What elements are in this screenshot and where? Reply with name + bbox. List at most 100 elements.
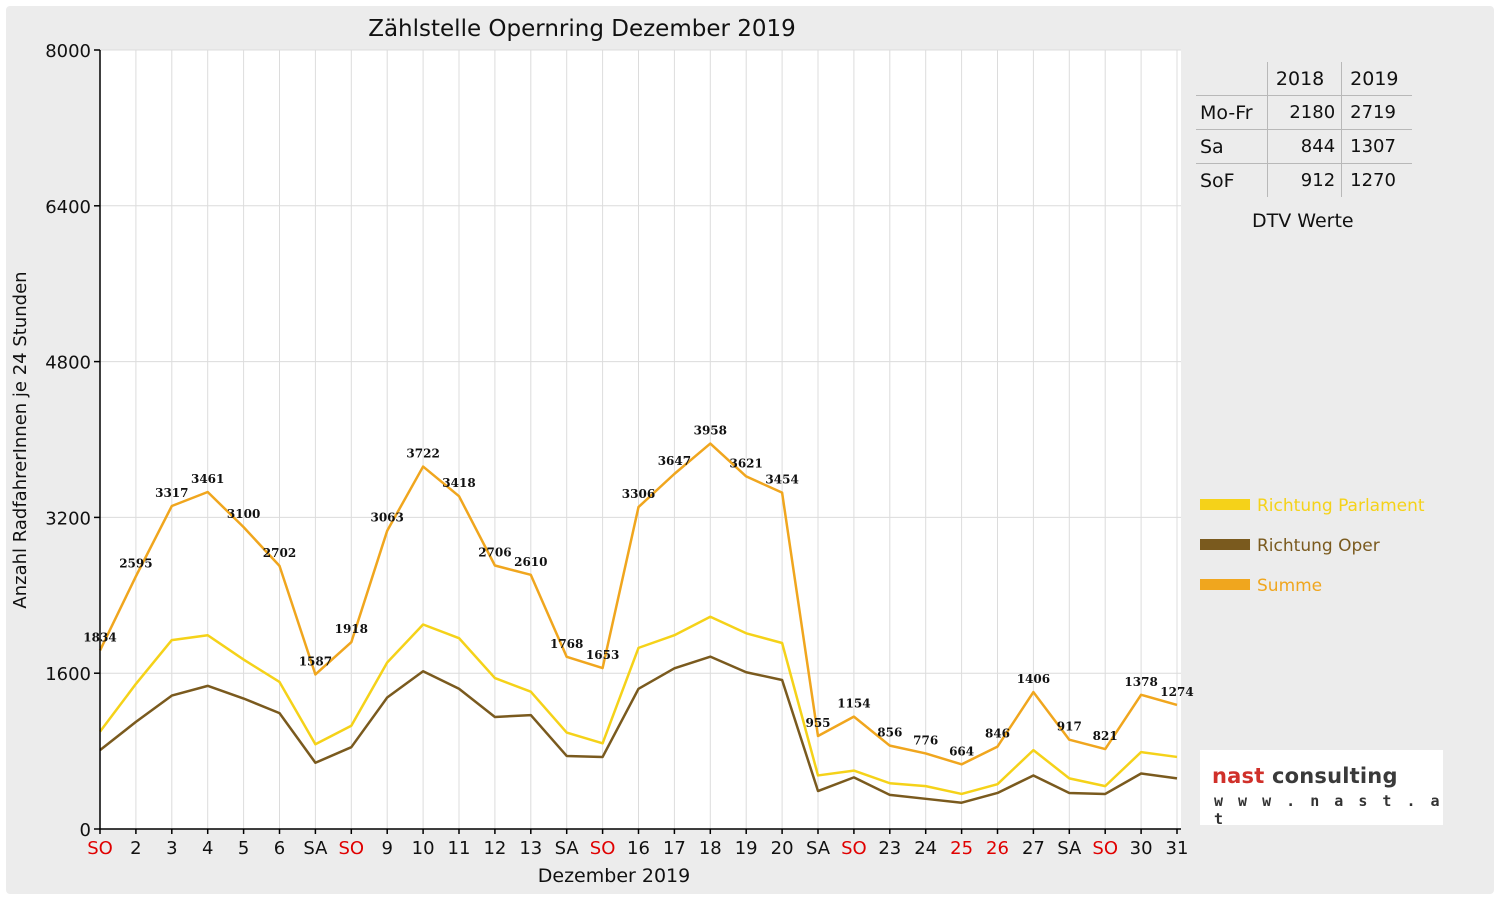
data-label: 2706 (478, 546, 511, 560)
x-tick-label: SA (555, 838, 580, 859)
data-label: 3461 (191, 472, 224, 486)
y-tick-label: 3200 (45, 508, 91, 529)
data-label: 664 (949, 744, 974, 758)
x-tick-label: 5 (238, 838, 249, 859)
x-tick-label: SA (1057, 838, 1082, 859)
dtv-row-label: SoF (1196, 163, 1268, 197)
data-labels: 1834259533173461310027021587191830633722… (83, 424, 1193, 759)
x-tick-label: 3 (166, 838, 177, 859)
data-label: 2702 (263, 546, 296, 560)
dtv-header-row: 2018 2019 (1196, 62, 1412, 96)
x-tick-label: SO (590, 838, 616, 859)
logo-url: w w w . n a s t . a t (1214, 792, 1443, 828)
dtv-header-2018: 2018 (1266, 62, 1342, 96)
dtv-value-2018: 844 (1266, 129, 1342, 164)
data-label: 776 (913, 733, 938, 747)
dtv-row-sa: Sa 844 1307 (1196, 129, 1412, 164)
x-tick-label: 24 (914, 838, 937, 859)
x-tick-label: SO (1092, 838, 1118, 859)
legend-swatch (1200, 539, 1250, 550)
y-tick-label: 8000 (45, 41, 91, 62)
x-tick-label: SO (841, 838, 867, 859)
data-label: 3722 (406, 447, 439, 461)
data-label: 1653 (586, 648, 619, 662)
dtv-header-blank (1196, 62, 1267, 96)
x-tick-label: 19 (735, 838, 758, 859)
data-label: 2610 (514, 555, 547, 569)
legend-label: Summe (1257, 576, 1322, 596)
data-label: 1406 (1017, 672, 1050, 686)
x-tick-label: 13 (519, 838, 542, 859)
y-tick-label: 4800 (45, 353, 91, 374)
series-lines (98, 442, 1178, 804)
x-tick-label: 30 (1130, 838, 1153, 859)
x-tick-label: 12 (483, 838, 506, 859)
x-tick-label: 10 (412, 838, 435, 859)
x-tick-label: 26 (986, 838, 1009, 859)
x-tick-label: 6 (274, 838, 285, 859)
series-line (99, 615, 1178, 796)
data-label: 3100 (227, 507, 260, 521)
dtv-table: 2018 2019 Mo-Fr 2180 2719 Sa 844 1307 So… (1196, 62, 1412, 197)
y-tick-label: 0 (80, 820, 91, 841)
legend: Richtung Parlament Richtung Oper Summe (1200, 496, 1425, 596)
data-label: 821 (1093, 729, 1118, 743)
logo-wordmark: nast consulting (1212, 764, 1398, 788)
data-label: 1154 (837, 697, 870, 711)
x-tick-label: 27 (1022, 838, 1045, 859)
dtv-row-mofr: Mo-Fr 2180 2719 (1196, 95, 1412, 130)
dtv-header-2019: 2019 (1341, 62, 1412, 96)
series-line (99, 655, 1178, 804)
legend-label: Richtung Oper (1257, 536, 1380, 556)
y-tick-label: 6400 (45, 197, 91, 218)
dtv-value-2019: 2719 (1341, 95, 1412, 130)
legend-swatch (1200, 499, 1250, 510)
dtv-row-label: Sa (1196, 129, 1268, 164)
x-tick-label: 18 (699, 838, 722, 859)
data-label: 955 (805, 716, 830, 730)
x-tick-label: SO (87, 838, 113, 859)
data-label: 3454 (765, 473, 798, 487)
dtv-caption: DTV Werte (1252, 210, 1354, 232)
y-tick-label: 1600 (45, 664, 91, 685)
dtv-row-sof: SoF 912 1270 (1196, 163, 1412, 197)
dtv-value-2018: 2180 (1266, 95, 1342, 130)
data-label: 846 (985, 727, 1010, 741)
x-tick-label: SA (806, 838, 831, 859)
x-tick-label: 25 (950, 838, 973, 859)
data-label: 1918 (335, 622, 368, 636)
dtv-value-2018: 912 (1266, 163, 1342, 197)
x-axis-title: Dezember 2019 (538, 865, 690, 887)
x-tick-label: 20 (771, 838, 794, 859)
data-label: 3418 (442, 476, 475, 490)
data-label: 3317 (155, 486, 188, 500)
data-label: 917 (1057, 720, 1082, 734)
data-label: 1587 (299, 654, 332, 668)
x-tick-label: 2 (130, 838, 141, 859)
x-tick-label: 11 (448, 838, 471, 859)
x-tick-label: 17 (663, 838, 686, 859)
data-label: 3958 (694, 424, 727, 438)
chart-title: Zählstelle Opernring Dezember 2019 (368, 16, 796, 42)
plot-area (100, 50, 1181, 829)
data-label: 1378 (1124, 675, 1157, 689)
legend-label: Richtung Parlament (1257, 496, 1425, 516)
logo-word-nast: nast (1212, 764, 1265, 788)
data-label: 1274 (1160, 685, 1193, 699)
data-label: 3306 (622, 487, 655, 501)
x-tick-label: 23 (878, 838, 901, 859)
logo-word-consulting: consulting (1264, 764, 1398, 788)
x-tick-label: 9 (381, 838, 392, 859)
data-label: 1768 (550, 637, 583, 651)
x-tick-label: SO (339, 838, 365, 859)
data-label: 2595 (119, 556, 152, 570)
y-axis-title: Anzahl RadfahrerInnen je 24 Stunden (10, 271, 31, 608)
x-tick-label: 16 (627, 838, 650, 859)
data-label: 3647 (658, 454, 691, 468)
dtv-value-2019: 1270 (1341, 163, 1412, 197)
x-tick-label: SA (303, 838, 328, 859)
data-label: 3621 (729, 456, 762, 470)
legend-swatch (1200, 579, 1250, 590)
